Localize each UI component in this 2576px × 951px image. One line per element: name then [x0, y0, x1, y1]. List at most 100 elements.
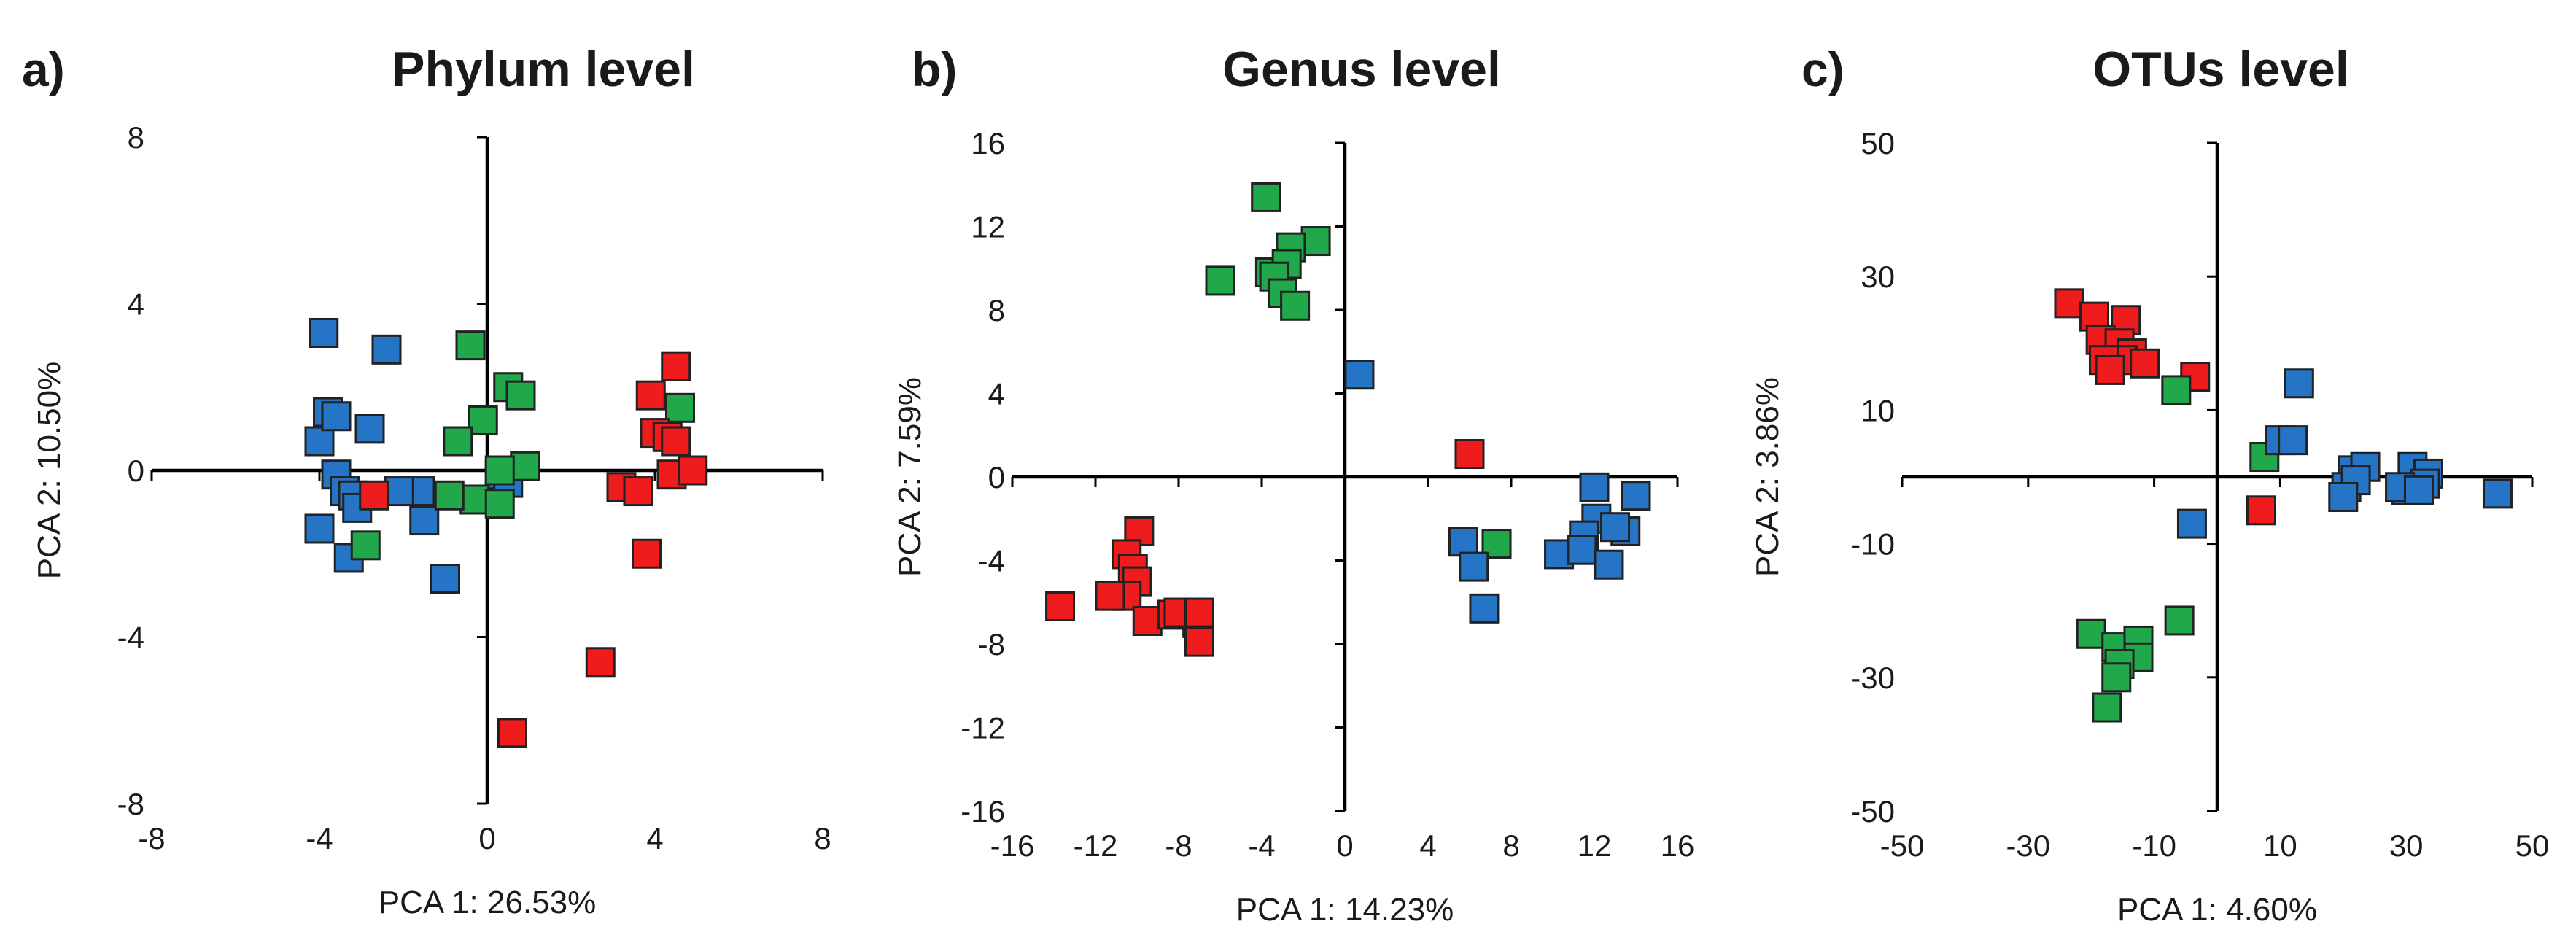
data-point-green — [484, 455, 515, 486]
y-tick-label: 10 — [1861, 393, 1895, 427]
data-point-red — [661, 351, 691, 381]
data-point-green — [510, 451, 540, 481]
chart-panel-1: a) Phylum level -8 -4 0 4 8 8 4 0 -4 -8 PCA 1: 26.53… — [22, 42, 831, 920]
data-point-red — [635, 380, 666, 411]
data-point-blue — [1344, 360, 1375, 390]
x-tick-label: -8 — [138, 821, 165, 855]
data-point-green — [350, 530, 381, 561]
y-tick-label: -12 — [961, 711, 1005, 745]
data-point-blue — [384, 476, 414, 507]
data-point-blue — [2176, 508, 2207, 539]
data-point-green — [443, 426, 473, 457]
data-point-green — [434, 480, 465, 511]
x-axis-label: PCA 1: 14.23% — [1236, 892, 1454, 928]
data-point-green — [1205, 265, 1235, 296]
data-point-red — [678, 455, 708, 486]
x-tick-label: -4 — [1248, 828, 1275, 863]
y-axis-label: PCA 2: 10.50% — [31, 362, 67, 579]
data-point-green — [1300, 226, 1331, 257]
data-point-blue — [409, 505, 440, 536]
data-point-green — [484, 489, 515, 519]
x-tick-label: 0 — [478, 821, 495, 855]
x-tick-label: 10 — [2263, 828, 2297, 863]
x-tick-label: 4 — [1419, 828, 1436, 863]
x-tick-label: -8 — [1165, 828, 1192, 863]
x-tick-label: 8 — [1502, 828, 1519, 863]
data-point-green — [2076, 618, 2106, 649]
data-point-red — [632, 538, 662, 569]
x-tick-label: 4 — [646, 821, 663, 855]
data-point-blue — [304, 426, 335, 457]
data-point-blue — [2284, 368, 2314, 399]
x-tick-label: 12 — [1578, 828, 1612, 863]
y-tick-label: -10 — [1850, 527, 1895, 562]
y-axis-label: PCA 2: 3.86% — [1750, 377, 1785, 577]
data-point-blue — [2403, 475, 2434, 505]
x-tick-label: 30 — [2389, 828, 2424, 863]
data-point-blue — [1459, 551, 1489, 582]
x-tick-label: -30 — [2006, 828, 2050, 863]
series-green — [2076, 375, 2280, 723]
data-point-blue — [1448, 527, 1478, 557]
x-tick-label: -10 — [2132, 828, 2176, 863]
data-point-green — [2101, 662, 2132, 693]
panel-letter: b) — [912, 42, 957, 96]
data-point-green — [1251, 182, 1281, 212]
data-point-red — [585, 647, 616, 678]
x-tick-label: 16 — [1661, 828, 1695, 863]
y-tick-label: -4 — [978, 544, 1005, 578]
data-point-red — [1095, 581, 1125, 611]
data-point-green — [468, 405, 498, 435]
y-tick-label: -8 — [117, 787, 144, 821]
x-tick-label: 0 — [1336, 828, 1353, 863]
series-blue — [1344, 360, 1651, 624]
y-tick-label: 4 — [128, 287, 144, 322]
chart-title: Phylum level — [392, 42, 695, 97]
y-tick-label: -4 — [117, 621, 144, 655]
data-point-blue — [304, 513, 335, 544]
data-point-blue — [430, 564, 460, 594]
data-point-red — [661, 426, 691, 457]
panel-letter: c) — [1801, 42, 1844, 96]
data-point-blue — [321, 401, 352, 432]
data-point-blue — [2278, 425, 2308, 456]
data-point-red — [2246, 495, 2276, 526]
data-point-blue — [1621, 481, 1651, 511]
y-axis-label: PCA 2: 7.59% — [892, 377, 928, 577]
data-point-blue — [1600, 512, 1630, 543]
y-tick-label: 8 — [988, 293, 1005, 327]
data-point-blue — [354, 414, 385, 444]
data-point-blue — [309, 317, 339, 348]
data-point-red — [1132, 606, 1163, 637]
data-point-red — [2095, 354, 2125, 385]
data-point-red — [2054, 288, 2084, 319]
x-tick-label: -50 — [1880, 828, 1925, 863]
x-axis-label: PCA 1: 26.53% — [379, 885, 596, 920]
series-red — [2054, 288, 2276, 526]
data-point-red — [1045, 591, 1076, 621]
series-red — [359, 351, 708, 748]
data-point-red — [1184, 597, 1214, 628]
series-red — [1045, 439, 1485, 657]
data-point-red — [623, 476, 653, 507]
data-point-blue — [1579, 472, 1610, 502]
y-tick-label: -30 — [1850, 661, 1895, 695]
data-point-green — [2161, 375, 2192, 405]
data-point-green — [455, 330, 486, 361]
x-tick-label: 50 — [2515, 828, 2550, 863]
series-green — [350, 330, 695, 561]
data-point-blue — [371, 334, 402, 365]
chart-title: Genus level — [1222, 42, 1501, 97]
series-blue — [2176, 368, 2513, 539]
x-axis-label: PCA 1: 4.60% — [2117, 892, 2317, 928]
y-tick-label: 0 — [988, 460, 1005, 494]
data-point-blue — [2328, 481, 2359, 512]
data-point-blue — [1594, 549, 1624, 580]
y-tick-label: -16 — [961, 794, 1005, 828]
data-point-red — [1184, 626, 1214, 657]
data-point-green — [505, 380, 536, 411]
panel-letter: a) — [22, 42, 65, 96]
data-point-red — [497, 718, 527, 748]
data-point-red — [359, 480, 389, 511]
